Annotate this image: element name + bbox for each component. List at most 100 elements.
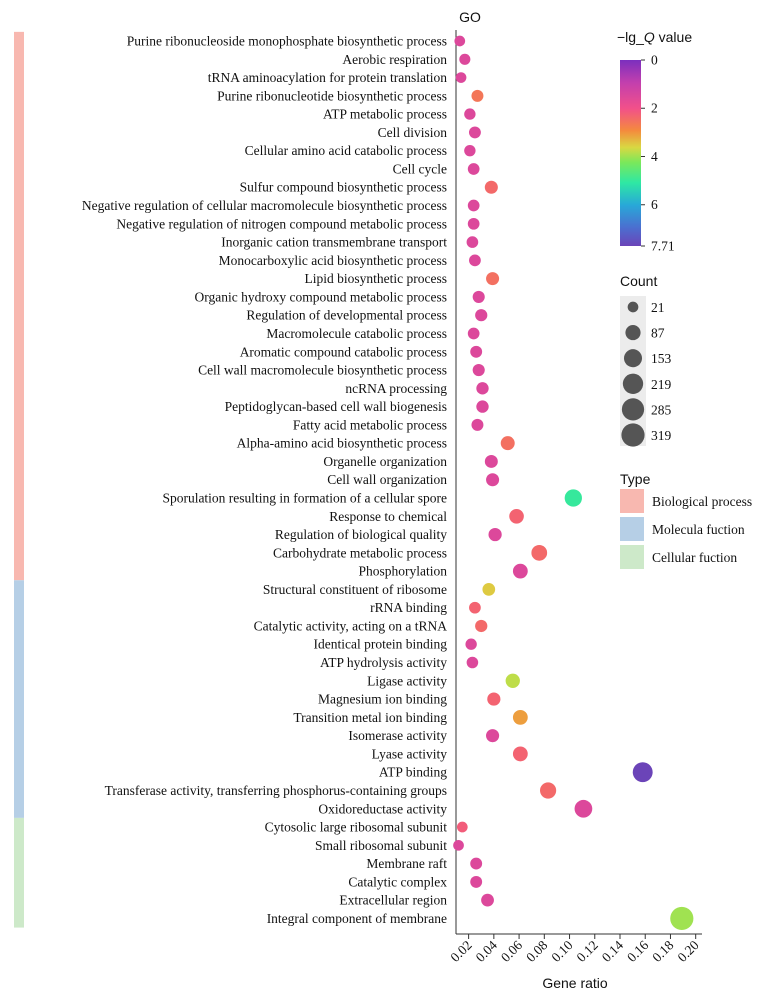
y-tick-label: Response to chemical	[329, 509, 447, 524]
category-segment	[14, 31, 24, 581]
data-point	[454, 35, 466, 47]
y-tick-label: Membrane raft	[366, 856, 447, 871]
type-legend: Biological process Molecula fuction Cellul…	[620, 489, 752, 569]
data-point	[484, 180, 498, 194]
size-legend-marker	[627, 301, 639, 313]
y-tick-label: Lyase activity	[372, 746, 448, 761]
data-point	[470, 875, 483, 888]
data-point	[482, 583, 496, 596]
data-point	[486, 272, 500, 286]
colorbar-tick-label: 4	[651, 149, 658, 164]
type-legend-label: Biological process	[652, 494, 752, 509]
y-tick-label: Organic hydroxy compound metabolic proce…	[195, 289, 447, 304]
y-tick-label: Lipid biosynthetic process	[305, 271, 447, 286]
data-point	[467, 163, 480, 175]
y-tick-label: Sporulation resulting in formation of a …	[162, 491, 447, 506]
data-point	[471, 418, 484, 431]
x-tick-label: 0.16	[624, 937, 651, 964]
category-segment	[14, 817, 24, 928]
data-point	[670, 906, 694, 931]
data-point	[487, 692, 501, 706]
y-tick-label: Isomerase activity	[348, 728, 447, 743]
data-point	[505, 673, 520, 688]
type-legend-label: Cellular fuction	[652, 550, 737, 565]
type-legend-title: Type	[620, 471, 651, 487]
y-tick-label: Aromatic compound catabolic process	[240, 344, 447, 359]
type-legend-swatch	[620, 545, 644, 569]
type-legend-label: Molecula fuction	[652, 522, 745, 537]
size-legend-label: 21	[651, 300, 665, 315]
data-point	[455, 72, 467, 83]
colorbar	[620, 60, 641, 246]
data-point	[470, 857, 483, 870]
data-point	[481, 893, 494, 907]
data-point	[486, 729, 500, 743]
data-point	[512, 746, 528, 762]
x-axis-ticks: 0.020.040.060.080.100.120.140.160.180.20	[447, 934, 702, 965]
y-tick-label: Inorganic cation transmembrane transport	[221, 235, 447, 250]
y-tick-label: Cell division	[378, 125, 448, 140]
y-tick-label: Integral component of membrane	[267, 911, 447, 926]
y-tick-label: Catalytic activity, acting on a tRNA	[254, 618, 448, 633]
y-tick-label: Identical protein binding	[314, 637, 448, 652]
data-point	[465, 638, 477, 650]
y-tick-label: Purine ribonucleoside monophosphate bios…	[127, 34, 447, 49]
y-tick-label: Peptidoglycan-based cell wall biogenesis	[225, 399, 447, 414]
data-point	[486, 473, 500, 487]
colorbar-tick-label: 7.71	[651, 239, 675, 254]
y-tick-label: Organelle organization	[323, 454, 447, 469]
y-tick-label: Cell wall macromolecule biosynthetic pro…	[198, 363, 447, 378]
y-tick-label: Cell cycle	[393, 161, 447, 176]
y-tick-label: Extracellular region	[339, 893, 447, 908]
colorbar-tick-label: 2	[651, 101, 658, 116]
category-segment	[14, 580, 24, 818]
y-tick-label: Transferase activity, transferring phosp…	[105, 783, 447, 798]
data-point	[540, 782, 557, 799]
data-point	[472, 290, 485, 303]
y-tick-label: ATP metabolic process	[323, 107, 447, 122]
y-tick-label: Sulfur compound biosynthetic process	[240, 180, 447, 195]
size-legend-marker	[625, 325, 641, 341]
y-tick-label: Macromolecule catabolic process	[266, 326, 447, 341]
data-point	[475, 619, 488, 633]
y-tick-label: Catalytic complex	[348, 874, 447, 889]
x-tick-label: 0.10	[548, 937, 575, 964]
y-tick-label: Regulation of developmental process	[246, 308, 447, 323]
size-legend-marker	[621, 423, 645, 447]
size-legend-marker	[622, 373, 644, 394]
data-point	[512, 709, 528, 725]
data-point	[484, 454, 498, 468]
data-point	[469, 601, 481, 614]
data-point	[466, 236, 479, 248]
size-legend-label: 285	[651, 402, 672, 417]
data-point	[509, 508, 524, 524]
data-point	[531, 544, 548, 561]
data-points	[453, 35, 694, 931]
y-tick-label: Magnesium ion binding	[318, 692, 447, 707]
y-tick-label: Aerobic respiration	[342, 52, 447, 67]
y-tick-label: Fatty acid metabolic process	[293, 417, 447, 432]
y-tick-label: ATP hydrolysis activity	[320, 655, 447, 670]
data-point	[488, 527, 502, 542]
y-tick-label: Transition metal ion binding	[293, 710, 447, 725]
size-legend-label: 153	[651, 351, 672, 366]
data-point	[564, 489, 582, 507]
y-tick-label: Negative regulation of nitrogen compound…	[116, 216, 447, 231]
data-point	[471, 89, 484, 102]
size-legend-label: 87	[651, 326, 665, 341]
data-point	[464, 108, 476, 120]
x-axis-label: Gene ratio	[542, 975, 608, 991]
y-tick-label: Cytosolic large ribosomal subunit	[265, 820, 448, 835]
y-tick-label: Carbohydrate metabolic process	[273, 545, 447, 560]
data-point	[470, 345, 483, 358]
y-tick-label: Monocarboxylic acid biosynthetic process	[219, 253, 447, 268]
data-point	[472, 363, 485, 377]
data-point	[476, 382, 489, 395]
y-tick-label: Oxidoreductase activity	[318, 801, 447, 816]
data-point	[467, 199, 480, 212]
data-point	[464, 144, 476, 157]
data-point	[475, 309, 488, 322]
size-legend-marker	[623, 349, 643, 368]
x-tick-label: 0.06	[498, 937, 525, 964]
